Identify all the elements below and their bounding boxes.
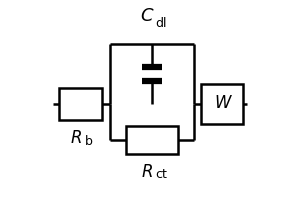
Text: $\mathrm{ct}$: $\mathrm{ct}$	[155, 168, 169, 181]
Text: $\mathrm{dl}$: $\mathrm{dl}$	[155, 16, 167, 30]
Text: $R$: $R$	[141, 164, 153, 181]
Bar	[58, 88, 102, 120]
Text: $C$: $C$	[140, 7, 154, 25]
Text: $W$: $W$	[214, 95, 232, 112]
Text: $R$: $R$	[70, 130, 82, 147]
Bar	[126, 126, 178, 154]
Bar	[201, 84, 243, 124]
Text: $\mathrm{b}$: $\mathrm{b}$	[84, 134, 93, 148]
